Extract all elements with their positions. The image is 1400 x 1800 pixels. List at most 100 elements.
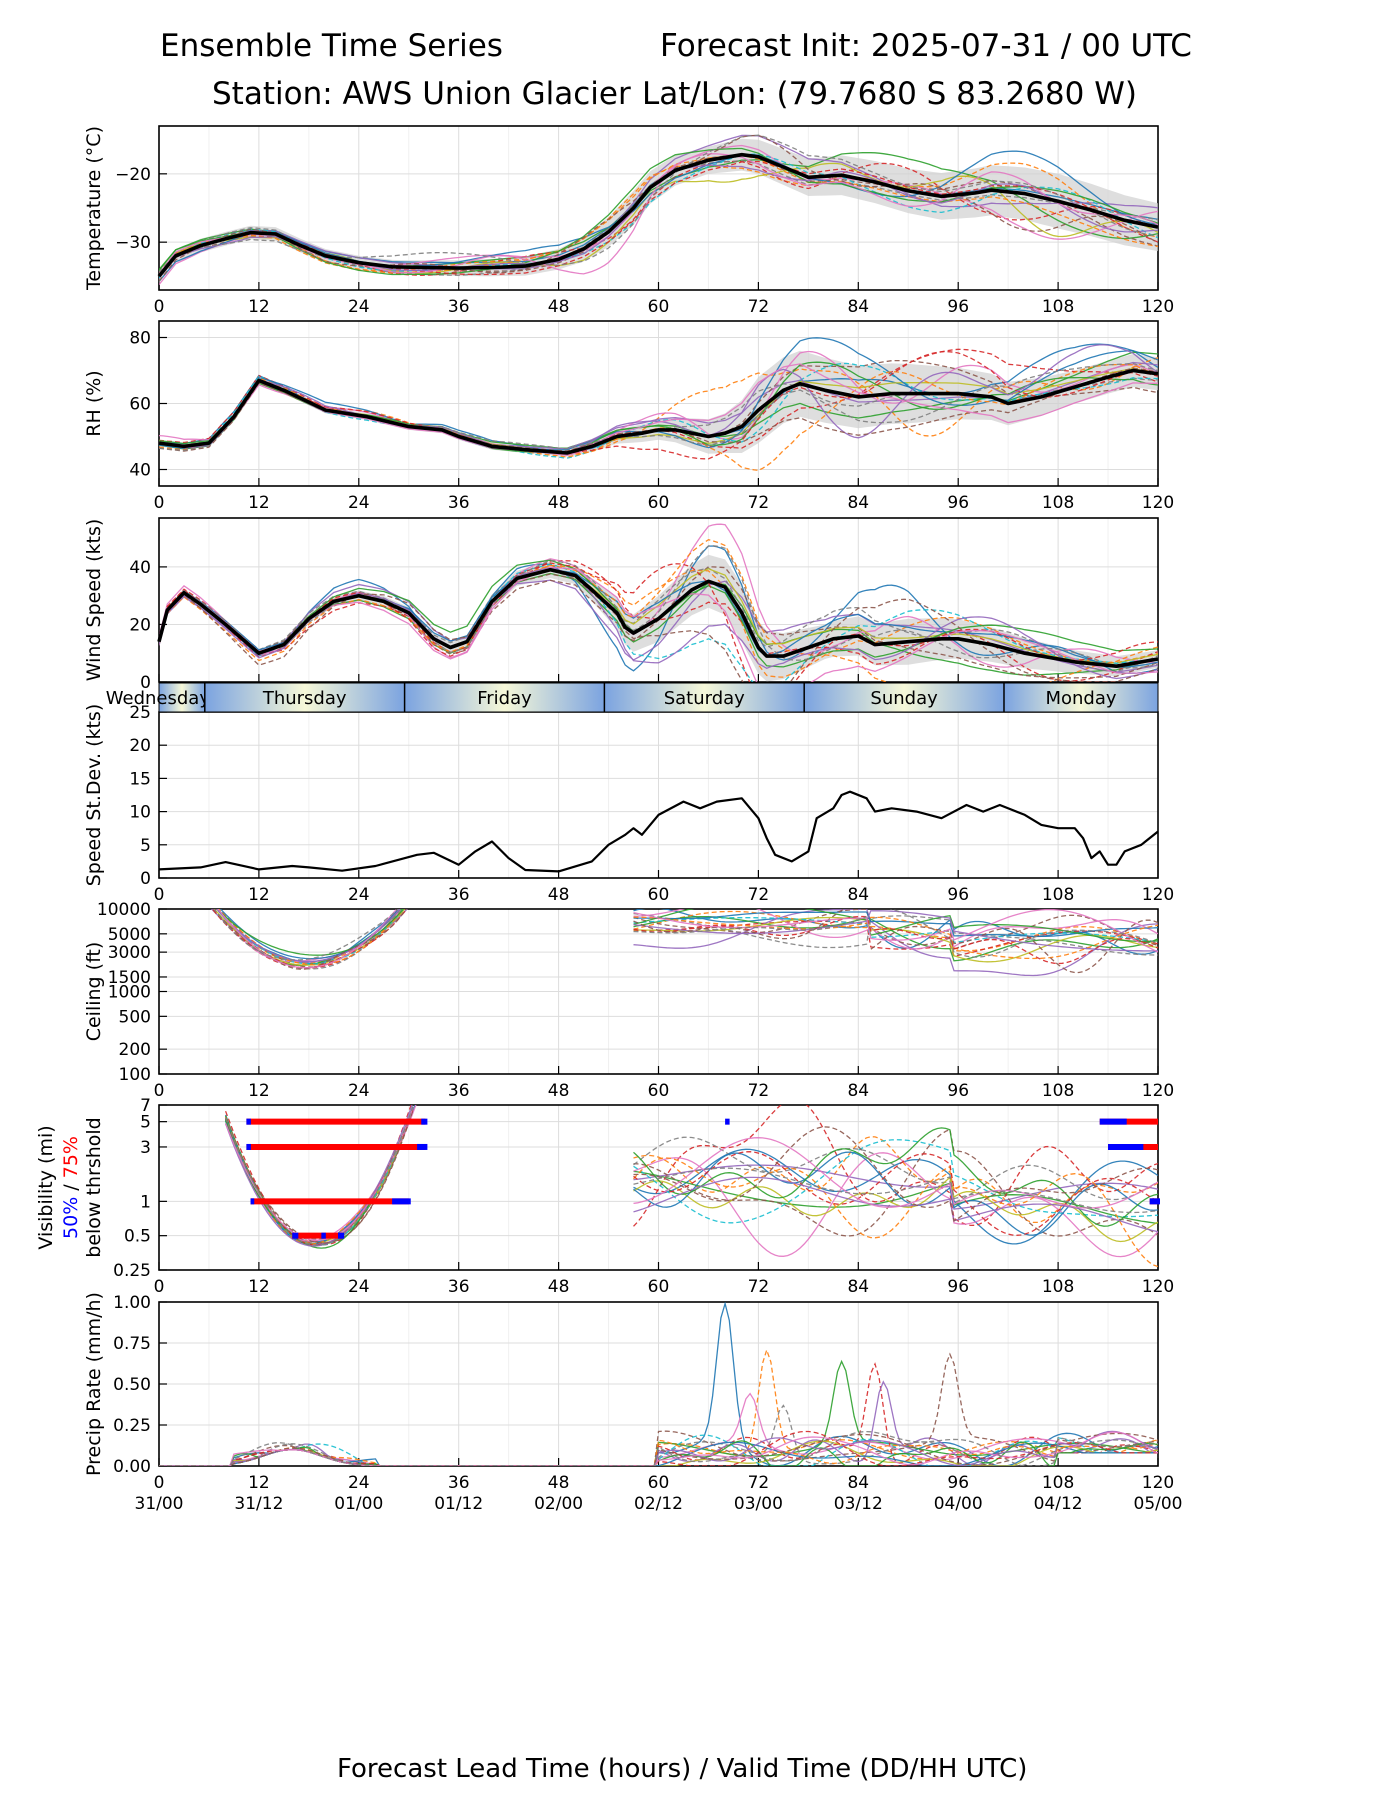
valid-time-label: 05/00: [1134, 1494, 1183, 1514]
x-tick-label: 60: [648, 1277, 670, 1297]
day-label: Thursday: [262, 688, 347, 709]
ensemble-member-line: [159, 573, 1158, 682]
y-tick-label: 0: [140, 869, 151, 889]
y-tick-label: 40: [129, 558, 151, 578]
station-latlon: Lat/Lon: (79.7680 S 83.2680 W): [642, 76, 1137, 112]
ensemble-member-line: [212, 909, 1158, 969]
ensemble-member-line: [224, 1109, 1158, 1244]
x-tick-label: 0: [154, 493, 165, 513]
valid-time-label: 01/00: [334, 1494, 383, 1514]
ensemble-member-line: [224, 1107, 1158, 1247]
y-tick-label: 3000: [108, 943, 151, 963]
visibility-legend-part: /: [60, 1178, 82, 1196]
ensemble-member-line: [159, 147, 1158, 276]
rh-mean-line: [158, 368, 1159, 455]
ensemble-member-line: [159, 538, 1158, 682]
day-label: Friday: [477, 688, 532, 709]
ensemble-member-line: [159, 344, 1158, 454]
ensemble-member-line: [216, 909, 1158, 956]
visibility-panel: 0 12 24 36 48 60 72 84 96 108 120 0.25 0.5 1 3 57 Visibi…: [35, 1096, 1174, 1297]
y-tick-label: 5: [140, 836, 151, 856]
x-tick-label: 36: [448, 885, 470, 905]
temperature-panel: 0 12 24 36 48 60 72 84 96 108 120 −30 −20 Temperature…: [83, 125, 1174, 317]
y-tick-label: 3: [140, 1138, 151, 1158]
y-tick-label: 0: [140, 673, 151, 693]
ceiling-members: [210, 909, 1158, 977]
x-tick-label: 96: [947, 885, 969, 905]
day-segment: [204, 683, 405, 712]
x-tick-label: 36: [448, 1277, 470, 1297]
day-of-week-bar: Wednesday Thursday Friday Saturday Sunday Mon…: [106, 682, 1159, 713]
day-segment: [404, 683, 605, 712]
x-tick-label: 84: [847, 1473, 869, 1493]
y-tick-label: 200: [119, 1040, 151, 1060]
ceiling-y-axis-label: Ceiling (ft): [83, 942, 105, 1042]
x-tick-label: 0: [154, 885, 165, 905]
ensemble-member-line: [159, 566, 1158, 682]
ensemble-member-line: [159, 545, 1158, 669]
x-tick-label: 84: [847, 1081, 869, 1101]
wind-panel: 0 20 40 Wind Speed (kts): [83, 517, 1159, 693]
x-tick-label: 120: [1142, 1081, 1174, 1101]
ensemble-member-line: [159, 162, 1158, 274]
x-tick-label: 108: [1042, 1081, 1074, 1101]
visibility-label-line1: Visibility (mi): [35, 1125, 57, 1249]
x-tick-label: 120: [1142, 885, 1174, 905]
x-tick-label: 36: [448, 1473, 470, 1493]
ensemble-member-line: [159, 1440, 1158, 1466]
x-tick-label: 0: [154, 1277, 165, 1297]
x-tick-label: 84: [847, 885, 869, 905]
day-label: Wednesday: [106, 688, 211, 709]
ensemble-member-line: [218, 909, 1158, 966]
x-tick-label: 108: [1042, 297, 1074, 317]
y-tick-label: −30: [115, 233, 151, 253]
speed_std-panel: 0 12 24 36 48 60 72 84 96 108 120 0 5 10 15 20 25 Speed S…: [83, 703, 1174, 905]
forecast-init: Forecast Init: 2025-07-31 / 00 UTC: [660, 28, 1192, 64]
x-tick-label: 72: [748, 885, 770, 905]
x-tick-label: 24: [348, 885, 370, 905]
visibility-legend-part: 75%: [60, 1136, 82, 1178]
y-tick-label: 80: [129, 329, 151, 349]
ensemble-member-line: [159, 1432, 1158, 1466]
temperature-mean-line: [157, 152, 1159, 278]
x-tick-label: 24: [348, 1081, 370, 1101]
x-tick-label: 12: [248, 885, 270, 905]
y-tick-label: 10: [129, 803, 151, 823]
ensemble-member-line: [159, 337, 1158, 451]
ensemble-member-line: [213, 909, 1158, 966]
x-tick-label: 60: [648, 1081, 670, 1101]
x-tick-label: 96: [947, 1081, 969, 1101]
y-tick-label: −20: [115, 165, 151, 185]
visibility-label-line3: below thrshold: [83, 1117, 105, 1257]
ensemble-member-line: [217, 909, 1158, 969]
valid-time-label: 01/12: [434, 1494, 483, 1514]
ensemble-member-line: [159, 350, 1158, 460]
visibility-members: [224, 1105, 1158, 1268]
x-axis-label: Forecast Lead Time (hours) / Valid Time …: [337, 1754, 1028, 1784]
y-tick-label: 0.75: [113, 1334, 151, 1354]
x-tick-label: 60: [648, 493, 670, 513]
valid-time-label: 31/00: [135, 1494, 184, 1514]
y-tick-label: 1500: [108, 968, 151, 988]
wind-mean-line: [157, 568, 1159, 668]
y-tick-label: 40: [129, 461, 151, 481]
ensemble-member-line: [159, 160, 1158, 276]
x-tick-label: 0: [154, 1081, 165, 1101]
ensemble-member-line: [159, 1404, 1158, 1466]
ensemble-member-line: [224, 1110, 1158, 1246]
x-tick-label: 24: [348, 297, 370, 317]
ensemble-member-line: [213, 909, 1158, 961]
speed_std-y-axis-label: Speed St.Dev. (kts): [83, 704, 105, 887]
speed_std-grid: [158, 711, 1159, 879]
day-segment: [1003, 683, 1158, 712]
x-tick-label: 12: [248, 297, 270, 317]
x-tick-label: 0: [154, 297, 165, 317]
x-tick-label: 12: [248, 1081, 270, 1101]
x-tick-label: 108: [1042, 885, 1074, 905]
x-tick-label: 36: [448, 493, 470, 513]
y-tick-label: 60: [129, 395, 151, 415]
wind-y-axis-label: Wind Speed (kts): [83, 519, 105, 682]
y-tick-label: 0.25: [113, 1261, 151, 1281]
precip-members: [159, 1302, 1158, 1466]
